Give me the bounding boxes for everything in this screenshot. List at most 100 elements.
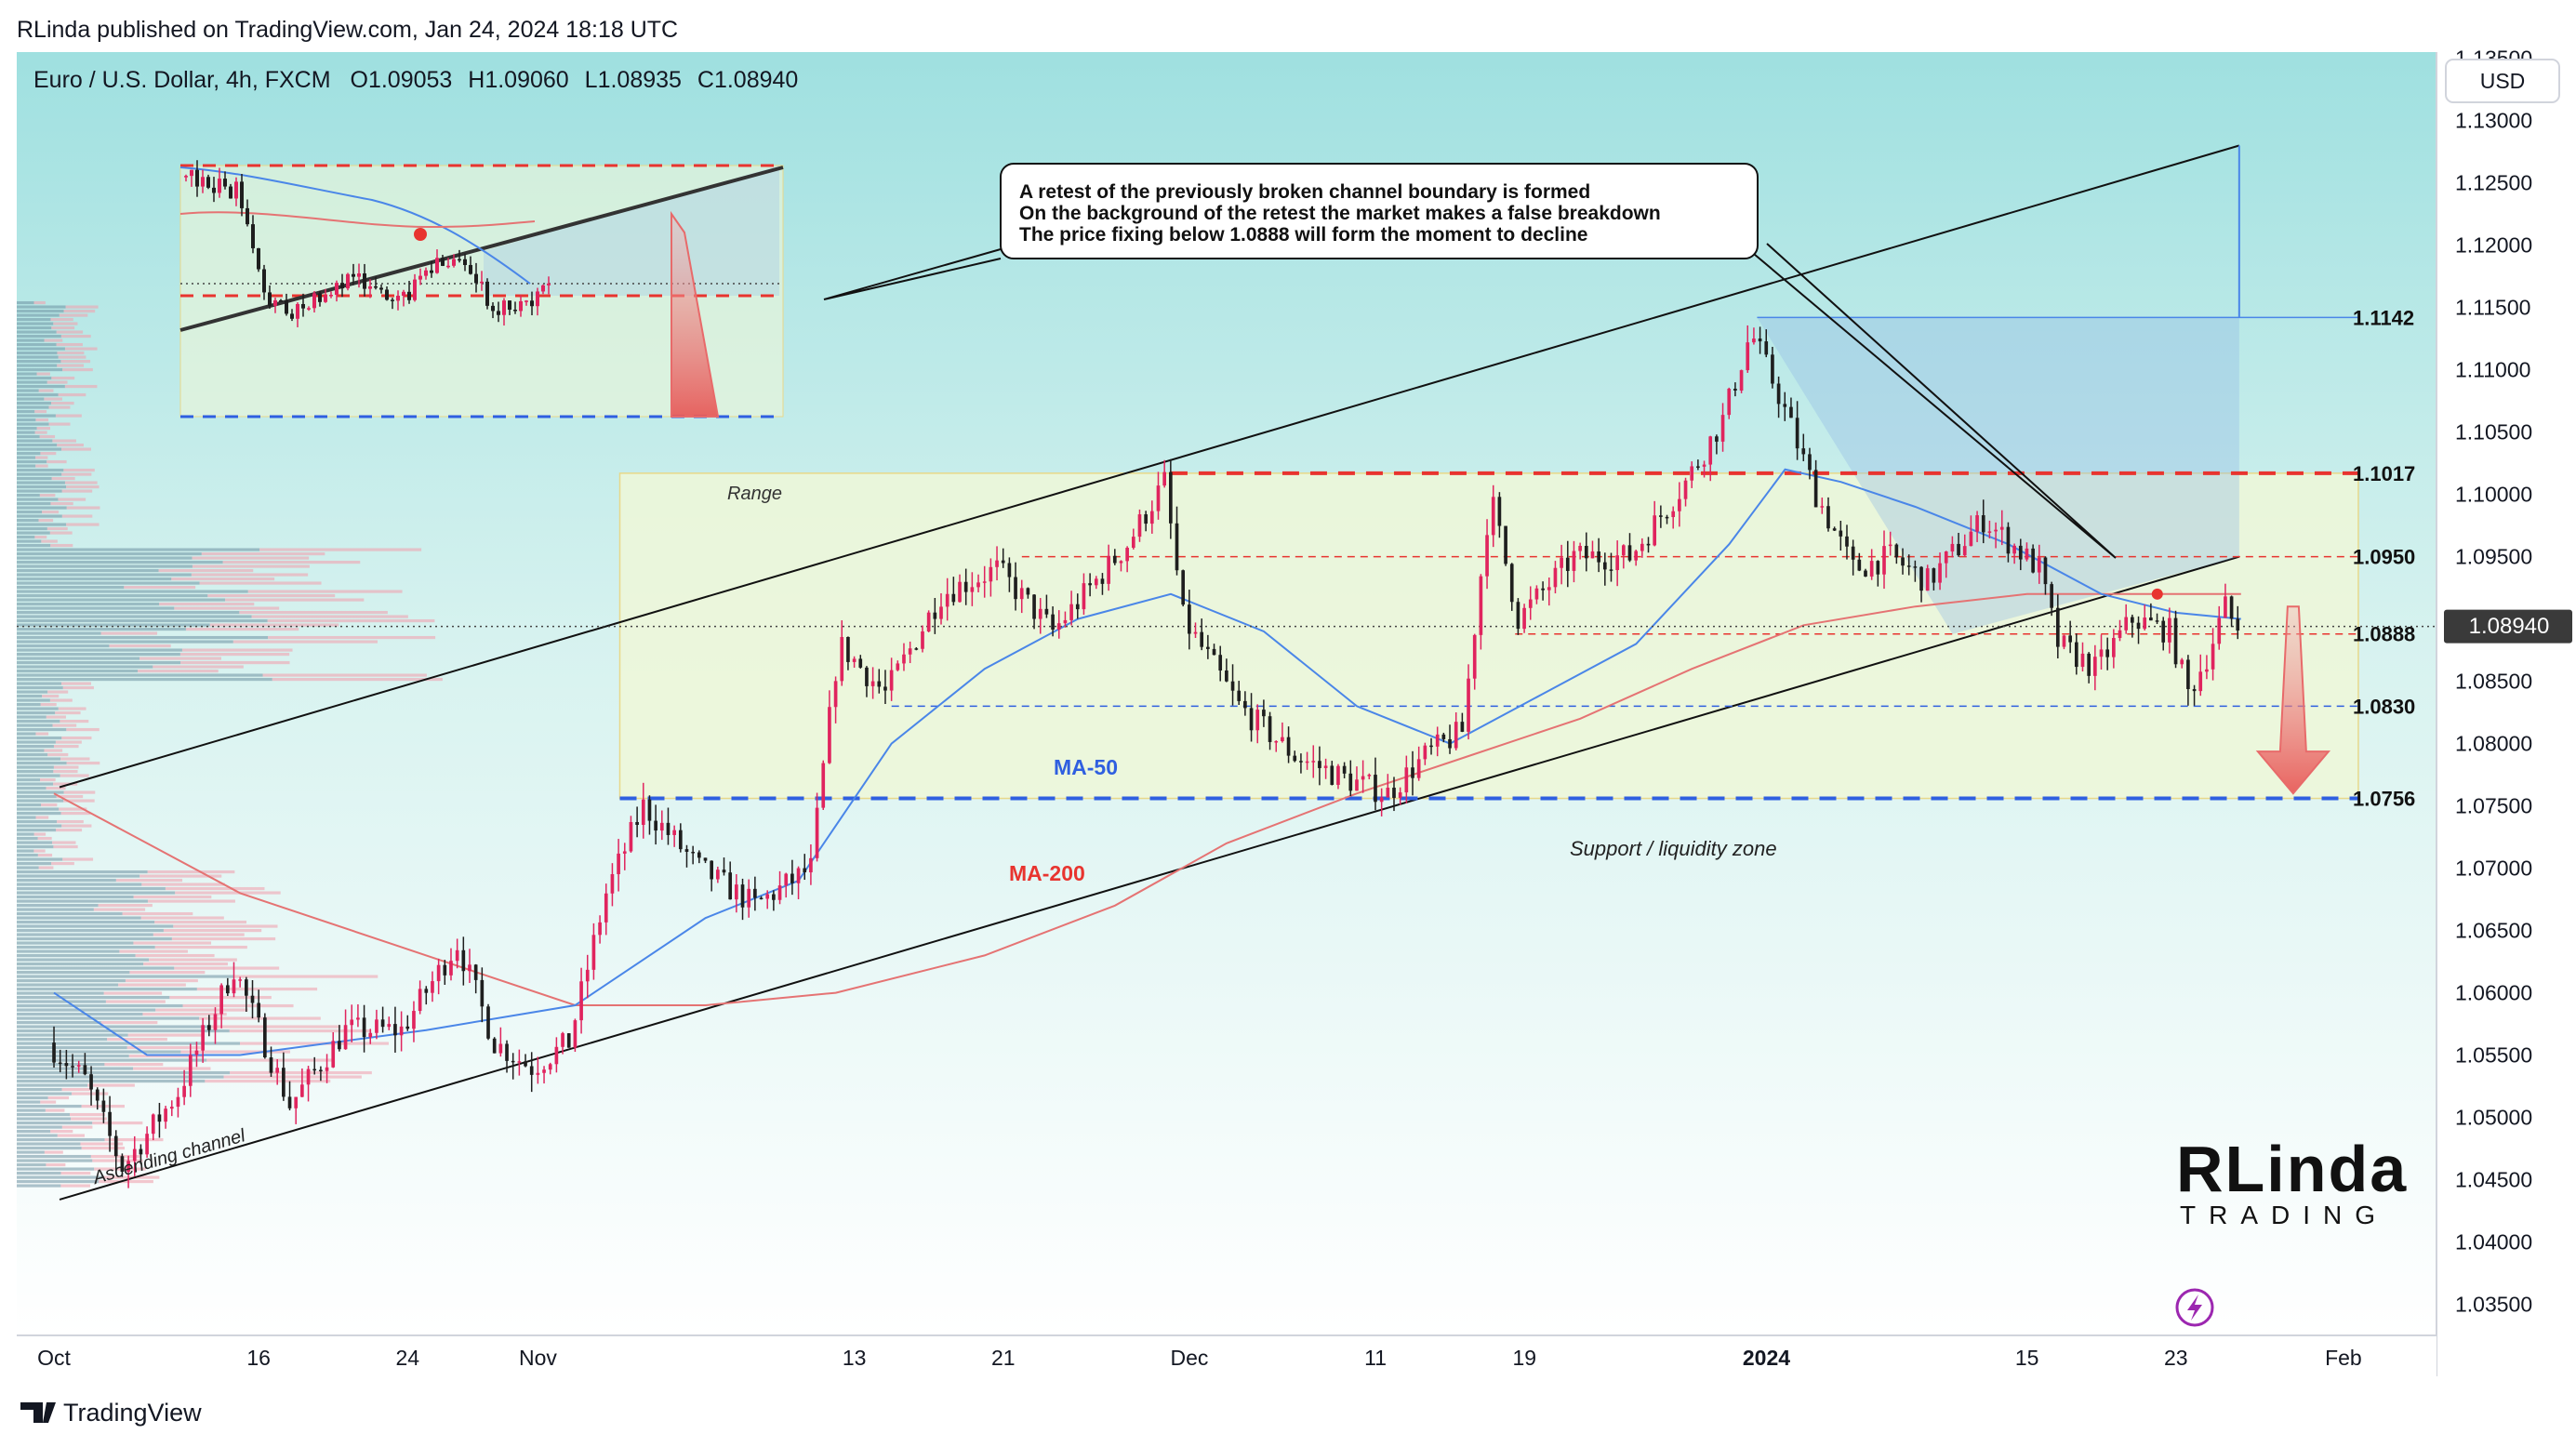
- volume-bar: [17, 518, 39, 523]
- inset-candle-body: [536, 291, 539, 307]
- candle-body: [1392, 788, 1396, 798]
- ohlc-close: C1.08940: [697, 67, 799, 93]
- volume-bar: [17, 322, 54, 325]
- candle-body: [1001, 560, 1005, 564]
- x-tick-label: 15: [2015, 1346, 2039, 1370]
- volume-bar: [149, 958, 237, 962]
- volume-bar: [56, 330, 84, 334]
- volume-bar: [17, 414, 56, 418]
- inset-candle-body: [391, 299, 394, 301]
- volume-bar: [66, 523, 100, 526]
- volume-bar: [17, 761, 67, 765]
- symbol-name[interactable]: Euro / U.S. Dollar, 4h, FXCM: [33, 67, 331, 93]
- candle-body: [319, 1069, 323, 1072]
- volume-bar: [17, 891, 176, 895]
- candle-body: [1715, 436, 1719, 442]
- candle-body: [1255, 710, 1260, 731]
- candle-body: [989, 566, 993, 582]
- volume-bar: [57, 443, 84, 447]
- candle-body: [492, 1038, 497, 1054]
- volume-bar: [100, 631, 158, 635]
- volume-bar: [48, 405, 71, 409]
- volume-bar: [57, 364, 85, 367]
- candle-body: [1497, 497, 1502, 526]
- volume-bar: [147, 899, 235, 903]
- candle-body: [1212, 648, 1216, 656]
- level-label-1-1017: 1.1017: [2353, 462, 2415, 485]
- volume-bar: [47, 752, 69, 757]
- candle-body: [1044, 608, 1049, 615]
- candle-body: [1553, 567, 1558, 588]
- candle-body: [1056, 623, 1061, 631]
- candle-body: [375, 1019, 378, 1033]
- inset-candle-body: [251, 224, 255, 248]
- volume-bar: [17, 309, 64, 313]
- volume-bar: [33, 300, 46, 305]
- candle-body: [188, 1055, 193, 1086]
- volume-bar: [60, 1171, 91, 1175]
- candle-body: [1175, 523, 1179, 571]
- inset-candle-body: [195, 169, 199, 187]
- candle-body: [1771, 354, 1774, 384]
- volume-bar: [17, 1033, 128, 1037]
- volume-bar: [17, 1100, 41, 1104]
- volume-bar: [180, 1050, 291, 1054]
- candle-body: [1361, 776, 1365, 780]
- candle-body: [225, 985, 230, 994]
- candle-body: [443, 964, 447, 976]
- price-axis-panel: [2437, 52, 2576, 1335]
- candle-body: [1534, 588, 1539, 600]
- volume-bar: [17, 958, 150, 962]
- candle-body: [1621, 545, 1626, 556]
- inset-candle-body: [273, 299, 277, 306]
- candle-body: [542, 1069, 546, 1073]
- volume-bar: [80, 1142, 124, 1146]
- inset-candle-body: [218, 179, 221, 193]
- lightning-icon[interactable]: [2187, 1294, 2202, 1321]
- volume-bar: [61, 1087, 92, 1092]
- volume-bar: [17, 924, 174, 928]
- volume-bar: [239, 610, 388, 615]
- volume-bar: [222, 560, 361, 564]
- volume-bar: [17, 447, 62, 451]
- currency-button[interactable]: USD: [2479, 69, 2526, 93]
- candle-body: [691, 851, 695, 854]
- volume-bar: [56, 794, 84, 799]
- volume-bar: [17, 618, 268, 623]
- volume-bar: [17, 1067, 134, 1070]
- candle-body: [1454, 722, 1458, 749]
- candle-body: [2050, 584, 2053, 608]
- rlinda-logo-name: RLinda: [2176, 1133, 2409, 1205]
- x-tick-label: Dec: [1171, 1346, 1209, 1370]
- candle-body: [1752, 339, 1756, 343]
- currency-button-bg[interactable]: [2445, 59, 2560, 103]
- volume-bar: [50, 317, 73, 322]
- candle-body: [306, 1069, 311, 1085]
- candle-body: [2229, 596, 2234, 619]
- inset-candle-body: [312, 293, 316, 309]
- volume-bar: [262, 673, 427, 677]
- inset-candle-body: [262, 269, 266, 293]
- volume-bar: [17, 886, 166, 891]
- lightning-icon-circle[interactable]: [2175, 1288, 2214, 1327]
- candle-body: [312, 1069, 317, 1071]
- ma200-label: MA-200: [1009, 861, 1085, 885]
- candle-body: [1808, 454, 1812, 471]
- volume-bar: [61, 447, 92, 451]
- volume-bar: [50, 1129, 73, 1134]
- volume-bar: [232, 975, 378, 978]
- volume-bar: [17, 376, 52, 380]
- volume-bar: [17, 1092, 72, 1095]
- candle-body: [325, 1067, 329, 1071]
- candle-body: [1913, 566, 1918, 568]
- candle-body: [1975, 515, 1979, 532]
- candle-body: [64, 1063, 69, 1067]
- inset-candle-body: [424, 270, 428, 276]
- candle-body: [83, 1065, 87, 1075]
- candle-body: [1107, 555, 1110, 584]
- volume-bar: [17, 933, 153, 936]
- candle-body: [126, 1161, 130, 1173]
- volume-bar: [17, 1037, 108, 1042]
- volume-bar: [60, 334, 91, 339]
